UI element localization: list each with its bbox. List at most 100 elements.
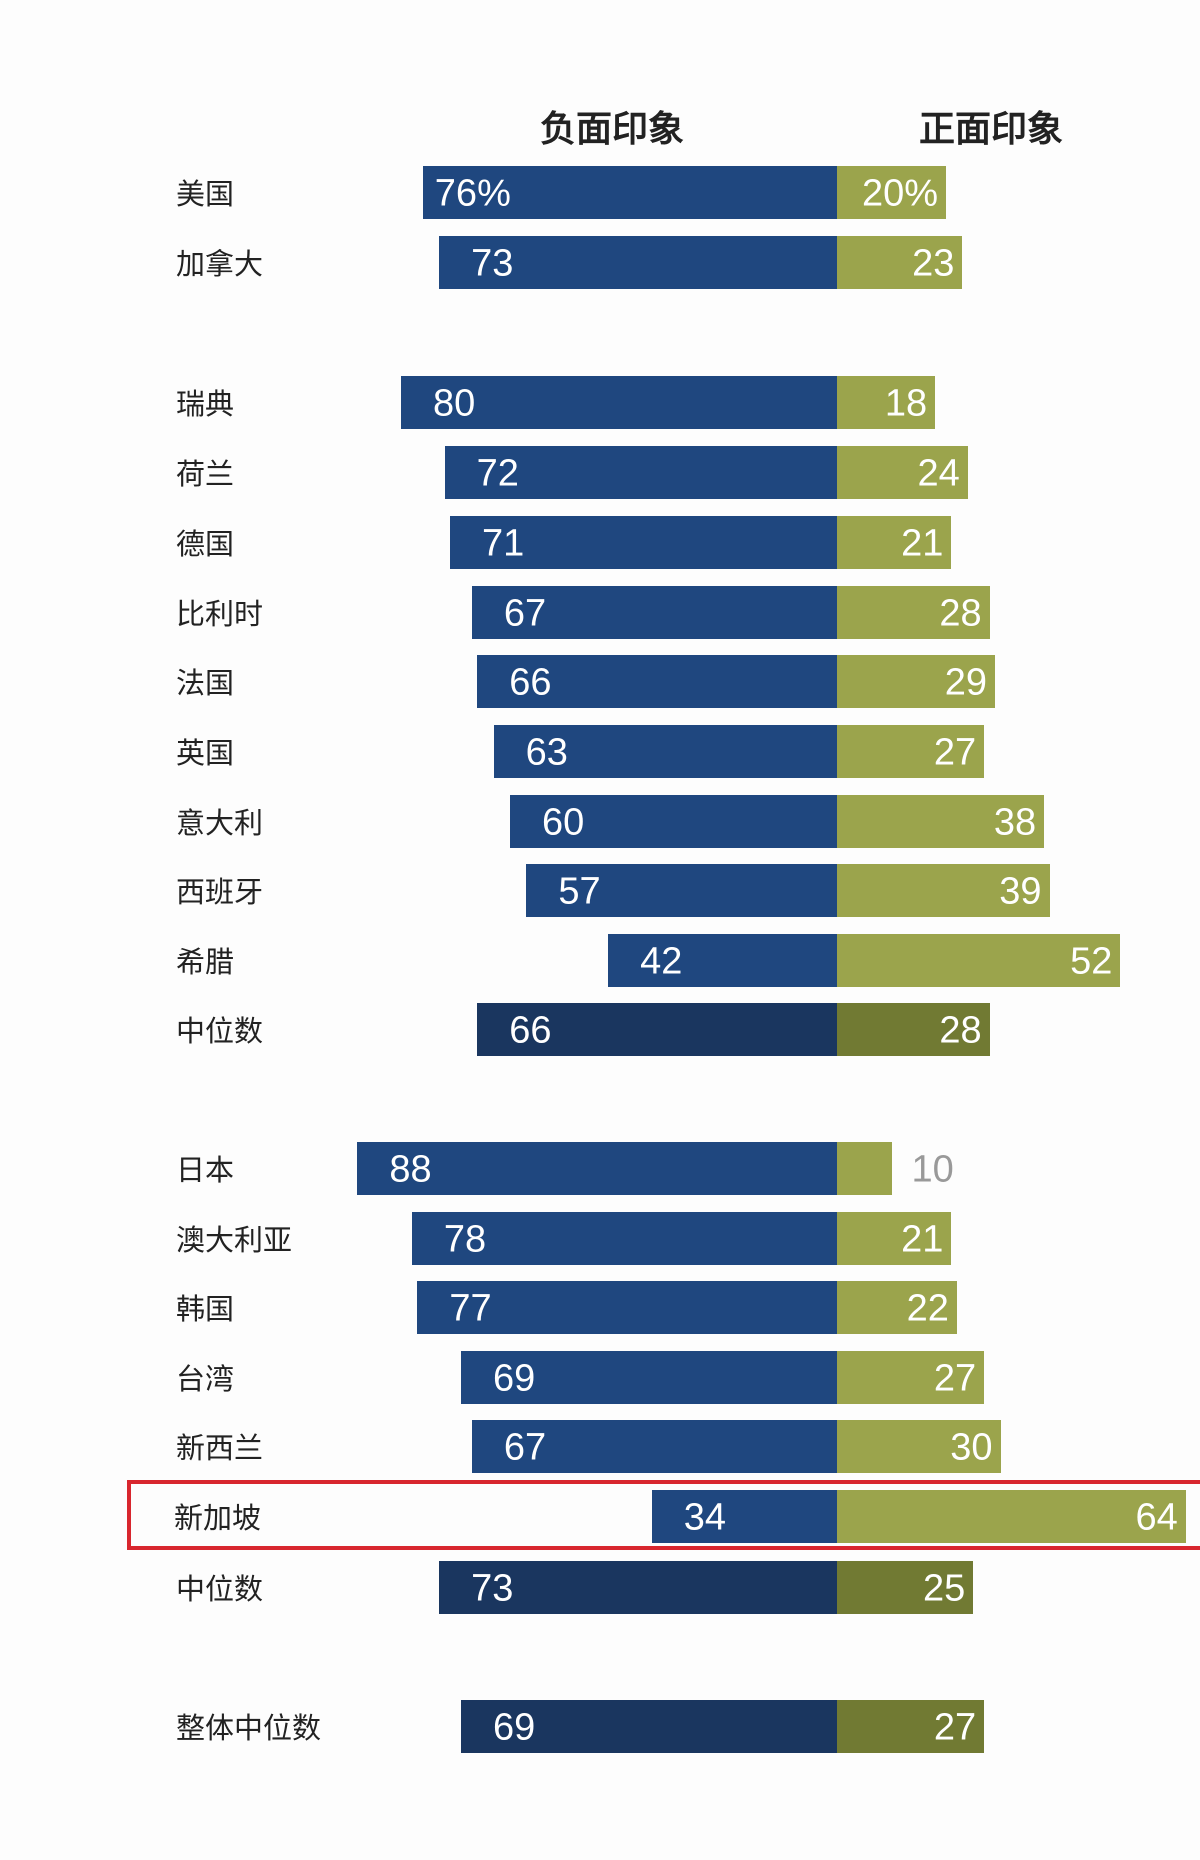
value-label-negative: 88: [389, 1148, 432, 1191]
bar-positive: [837, 445, 968, 499]
bar-negative: [439, 1560, 837, 1614]
value-label-negative: 66: [509, 661, 552, 704]
bar-positive: [837, 165, 946, 219]
bar-negative: [471, 585, 837, 639]
value-label-positive: 27: [933, 1357, 977, 1400]
bar-positive: [837, 933, 1121, 987]
bar-positive: [837, 654, 996, 708]
bar-negative: [471, 1419, 837, 1473]
row-label: 新西兰: [176, 1431, 264, 1465]
value-label-negative: 63: [525, 731, 568, 774]
bar-positive: [837, 1211, 952, 1265]
value-label-negative: 69: [492, 1706, 536, 1749]
row-label: 韩国: [176, 1292, 235, 1326]
header-positive: 正面印象: [918, 109, 1064, 150]
bar-negative: [493, 724, 837, 778]
value-label-positive: 22: [906, 1287, 949, 1330]
value-label-positive: 29: [944, 661, 988, 704]
row-label: 澳大利亚: [176, 1223, 293, 1257]
bar-positive: [837, 375, 936, 429]
value-label-positive: 28: [939, 1009, 982, 1052]
bar-positive: [837, 1280, 957, 1334]
row-label: 荷兰: [176, 457, 235, 491]
row-label: 比利时: [176, 597, 264, 631]
row-label: 中位数: [176, 1014, 264, 1048]
bar-positive: [837, 1141, 892, 1195]
bar-positive: [837, 1699, 985, 1753]
highlight-box: [127, 1480, 1200, 1550]
value-label-negative: 72: [476, 452, 519, 495]
bar-positive: [837, 1350, 985, 1404]
value-label-positive: 21: [901, 522, 944, 565]
bar-negative: [450, 515, 837, 569]
row-label: 新加坡: [174, 1501, 262, 1535]
row-label: 法国: [176, 666, 235, 700]
row-label: 德国: [176, 527, 235, 561]
value-label-positive: 21: [901, 1218, 944, 1261]
row-label: 西班牙: [176, 875, 264, 909]
bar-positive: [837, 585, 990, 639]
row-label: 整体中位数: [176, 1711, 322, 1745]
row-label: 瑞典: [176, 387, 235, 421]
row-label: 台湾: [176, 1362, 235, 1396]
row-label: 加拿大: [176, 247, 264, 281]
value-label-positive: 10: [911, 1148, 954, 1191]
value-label-negative: 60: [542, 801, 585, 844]
row-label: 日本: [176, 1153, 235, 1187]
bar-negative: [439, 235, 837, 289]
value-label-negative: 67: [503, 1426, 547, 1469]
value-label-negative: 57: [558, 870, 601, 913]
value-label-positive: 24: [917, 452, 960, 495]
value-label-positive: 39: [999, 870, 1042, 913]
value-label-negative: 71: [482, 522, 525, 565]
value-label-positive: 23: [912, 242, 955, 285]
row-label: 希腊: [176, 945, 235, 979]
value-label-positive: 27: [933, 1706, 977, 1749]
bar-positive: [837, 1419, 1001, 1473]
value-label-positive: 52: [1070, 940, 1113, 983]
value-label-positive: 38: [993, 801, 1037, 844]
bar-positive: [837, 724, 985, 778]
row-label: 中位数: [176, 1572, 264, 1606]
value-label-negative: 77: [449, 1287, 492, 1330]
value-label-positive: 64: [1135, 1496, 1178, 1539]
bar-positive: [837, 863, 1050, 917]
row-label: 英国: [176, 736, 235, 770]
bar-positive: [837, 1489, 1186, 1543]
value-label-negative: 42: [640, 940, 683, 983]
bar-negative: [444, 445, 837, 499]
bar-negative: [357, 1141, 837, 1195]
value-label-positive: 27: [933, 731, 977, 774]
bar-negative: [417, 1280, 837, 1334]
value-label-positive: 25: [922, 1567, 966, 1610]
bar-negative: [401, 375, 837, 429]
bar-negative: [477, 654, 837, 708]
value-label-positive: 28: [939, 592, 982, 635]
bar-negative: [477, 1002, 837, 1056]
row-label: 意大利: [176, 806, 264, 840]
value-label-negative: 80: [433, 382, 476, 425]
bar-negative: [411, 1211, 837, 1265]
bar-positive: [837, 235, 963, 289]
bar-positive: [837, 515, 952, 569]
bar-positive: [837, 1002, 990, 1056]
bar-negative: [510, 794, 837, 848]
bar-positive: [837, 1560, 974, 1614]
value-label-negative: 73: [471, 1567, 514, 1610]
value-label-negative: 67: [503, 592, 547, 635]
header-negative: 负面印象: [539, 109, 685, 150]
bar-negative: [422, 165, 837, 219]
value-label-negative: 69: [492, 1357, 536, 1400]
value-label-negative: 76%: [434, 172, 511, 215]
bar-negative: [526, 863, 837, 917]
bar-positive: [837, 794, 1045, 848]
value-label-negative: 66: [509, 1009, 552, 1052]
bar-negative: [608, 933, 837, 987]
value-label-negative: 34: [683, 1496, 726, 1539]
value-label-positive: 20%: [861, 172, 938, 215]
bar-negative: [460, 1350, 837, 1404]
bar-negative: [651, 1489, 837, 1543]
value-label-positive: 30: [950, 1426, 993, 1469]
value-label-positive: 18: [884, 382, 928, 425]
